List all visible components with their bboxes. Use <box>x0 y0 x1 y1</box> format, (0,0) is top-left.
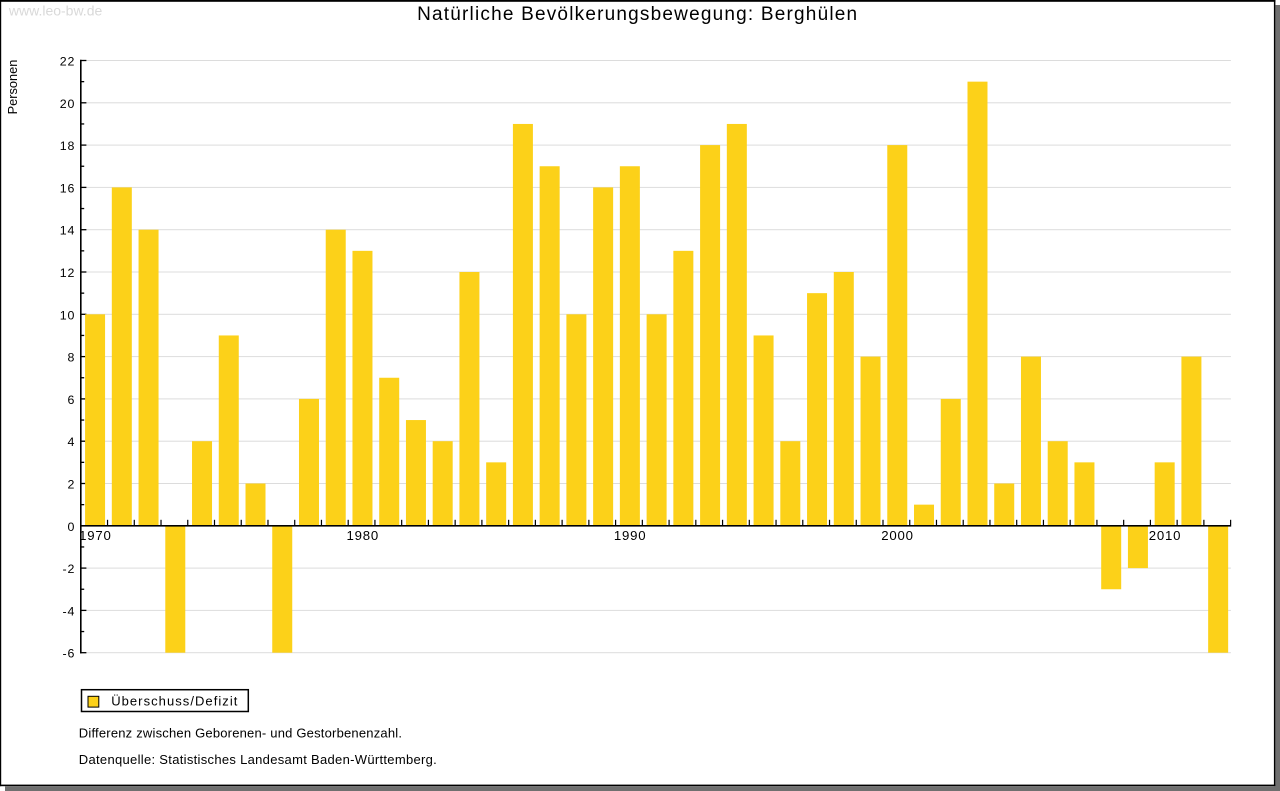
svg-text:-2: -2 <box>62 562 75 576</box>
svg-text:2010: 2010 <box>1149 528 1182 543</box>
svg-text:16: 16 <box>60 181 76 195</box>
svg-text:8: 8 <box>68 351 76 365</box>
svg-text:Natürliche Bevölkerungsbewegun: Natürliche Bevölkerungsbewegung: Berghül… <box>417 4 858 25</box>
svg-text:Datenquelle: Statistisches Lan: Datenquelle: Statistisches Landesamt Bad… <box>79 752 437 767</box>
svg-text:1980: 1980 <box>346 528 379 543</box>
svg-text:10: 10 <box>60 308 76 322</box>
svg-text:2: 2 <box>68 478 76 492</box>
svg-text:2000: 2000 <box>881 528 914 543</box>
svg-text:4: 4 <box>68 435 76 449</box>
svg-text:0: 0 <box>68 520 76 534</box>
svg-text:Personen: Personen <box>5 60 20 115</box>
svg-text:12: 12 <box>60 266 76 280</box>
svg-text:14: 14 <box>60 224 76 238</box>
svg-text:Differenz zwischen Geborenen-: Differenz zwischen Geborenen- und Gestor… <box>79 726 402 741</box>
svg-text:www.leo-bw.de: www.leo-bw.de <box>8 3 103 19</box>
svg-text:18: 18 <box>60 139 76 153</box>
svg-text:1990: 1990 <box>614 528 647 543</box>
svg-text:22: 22 <box>60 55 76 69</box>
svg-text:1970: 1970 <box>79 528 112 543</box>
svg-text:-4: -4 <box>62 604 75 618</box>
svg-text:6: 6 <box>68 393 76 407</box>
svg-text:Überschuss/Defizit: Überschuss/Defizit <box>111 694 238 709</box>
svg-text:20: 20 <box>60 97 76 111</box>
svg-text:-6: -6 <box>62 647 75 661</box>
